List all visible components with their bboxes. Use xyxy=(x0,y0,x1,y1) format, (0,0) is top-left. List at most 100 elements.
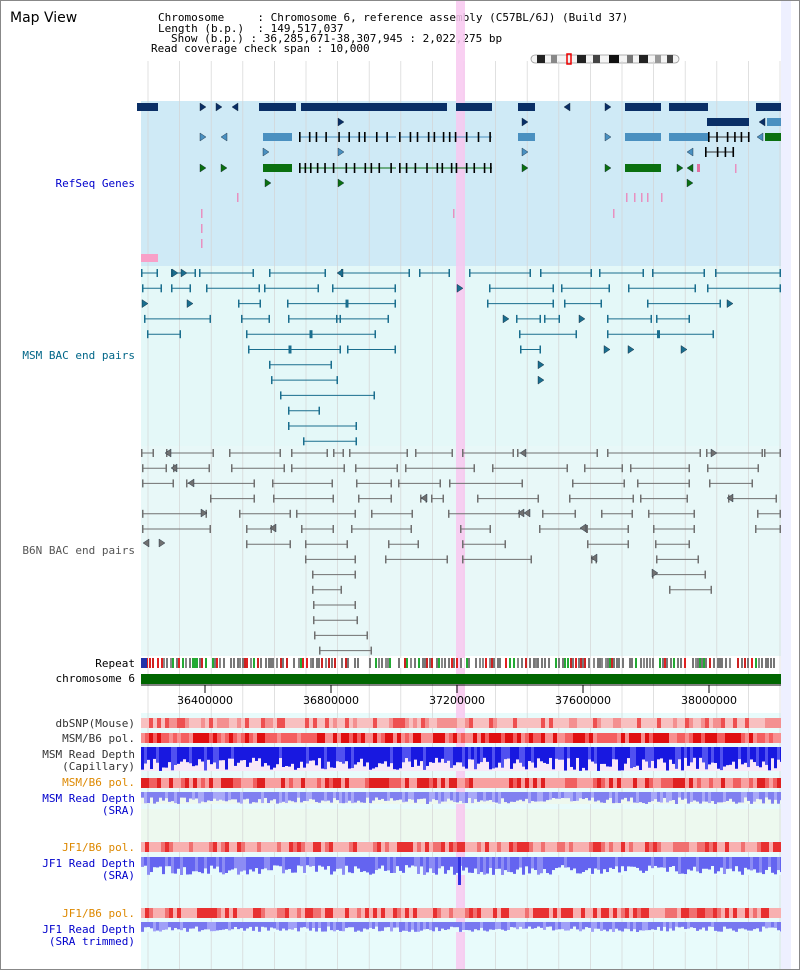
depth-bar xyxy=(711,922,714,927)
depth-bar xyxy=(375,857,378,871)
depth-bar xyxy=(420,747,423,762)
depth-bar xyxy=(525,922,528,929)
depth-bar xyxy=(606,857,609,873)
depth-bar xyxy=(285,857,288,870)
density-bin xyxy=(421,778,425,788)
density-bin xyxy=(661,733,665,743)
gene-exon xyxy=(716,147,719,157)
depth-bar xyxy=(450,922,453,927)
depth-bar xyxy=(759,922,762,932)
depth-bar xyxy=(600,857,603,874)
depth-bar xyxy=(147,792,150,804)
density-bin xyxy=(501,778,505,788)
density-bin xyxy=(489,908,493,918)
density-bin xyxy=(681,778,685,788)
density-bin xyxy=(769,842,773,852)
density-bin xyxy=(721,733,725,743)
depth-bar xyxy=(444,857,447,874)
track-label-refseq[interactable]: RefSeq Genes xyxy=(55,177,135,190)
depth-bar xyxy=(306,922,309,929)
depth-bar xyxy=(753,792,756,802)
end-pair-start xyxy=(142,284,144,293)
end-pair-start xyxy=(520,345,522,354)
repeat-segment xyxy=(453,658,455,668)
end-pair-end xyxy=(575,330,577,339)
track-label-msm-b6-pol[interactable]: MSM/B6 pol. xyxy=(62,732,135,745)
density-bin xyxy=(273,908,277,918)
chromosome-ideogram[interactable] xyxy=(529,53,683,65)
density-bin xyxy=(193,778,197,788)
depth-bar xyxy=(171,747,174,771)
depth-bar xyxy=(204,747,207,771)
density-bin xyxy=(313,908,317,918)
density-bin xyxy=(417,908,421,918)
end-pair-end xyxy=(529,269,531,277)
depth-bar xyxy=(666,747,669,771)
end-pair-end xyxy=(160,284,162,293)
depth-bar xyxy=(729,857,732,869)
gene-arrow xyxy=(220,132,228,142)
depth-bar xyxy=(201,922,204,931)
track-label-dbsnp[interactable]: dbSNP(Mouse) xyxy=(55,717,135,730)
end-pair-start xyxy=(303,437,305,446)
gene-exon xyxy=(308,132,311,142)
density-bin xyxy=(509,842,513,852)
density-bin xyxy=(737,718,741,728)
depth-bar xyxy=(402,747,405,763)
depth-bar xyxy=(168,792,171,802)
track-label-jf1-depth-trimmed[interactable]: JF1 Read Depth xyxy=(42,923,135,936)
end-pair-start xyxy=(336,314,338,323)
track-label-repeat: Repeat xyxy=(95,657,135,670)
depth-bar xyxy=(360,792,363,803)
depth-bar xyxy=(405,747,408,759)
density-bin xyxy=(457,778,461,788)
end-pair-end xyxy=(394,284,396,293)
track-label-jf1-b6-pol[interactable]: JF1/B6 pol. xyxy=(62,841,135,854)
density-bin xyxy=(153,778,157,788)
depth-bar xyxy=(474,857,477,869)
gene-tick xyxy=(735,164,737,173)
depth-bar xyxy=(657,747,660,760)
repeat-segment xyxy=(509,658,511,668)
depth-bar xyxy=(702,922,705,928)
depth-bar xyxy=(657,792,660,802)
density-bin xyxy=(497,908,501,918)
end-pair-start xyxy=(561,284,563,293)
depth-bar xyxy=(501,792,504,799)
gene-exon xyxy=(364,132,366,142)
repeat-segment xyxy=(381,658,383,668)
depth-bar xyxy=(738,857,741,872)
depth-bar xyxy=(519,792,522,800)
density-bin xyxy=(697,778,701,788)
track-label-msm-depth-sra[interactable]: MSM Read Depth xyxy=(42,792,135,805)
density-bin xyxy=(241,908,245,918)
depth-bar xyxy=(189,857,192,875)
end-pair-start xyxy=(637,479,639,488)
track-label-jf1-b6-pol-2[interactable]: JF1/B6 pol. xyxy=(62,907,135,920)
depth-bar xyxy=(681,792,684,800)
depth-bar xyxy=(249,922,252,927)
repeat-segment xyxy=(272,658,274,668)
density-bin xyxy=(293,778,297,788)
depth-bar xyxy=(636,792,639,803)
depth-bar xyxy=(486,792,489,801)
track-label-msm-bac[interactable]: MSM BAC end pairs xyxy=(22,349,135,362)
density-bin xyxy=(609,778,613,788)
span-row: Read coverage check span : 10,000 xyxy=(151,42,370,55)
density-bin xyxy=(777,908,781,918)
track-label-b6n-bac[interactable]: B6N BAC end pairs xyxy=(22,544,135,557)
depth-bar xyxy=(447,792,450,799)
depth-bar xyxy=(168,857,171,867)
depth-bar xyxy=(174,792,177,804)
density-bin xyxy=(401,842,405,852)
track-label-jf1-depth-sra[interactable]: JF1 Read Depth xyxy=(42,857,135,870)
track-label-msm-b6-pol-2[interactable]: MSM/B6 pol. xyxy=(62,776,135,789)
density-bin xyxy=(665,842,669,852)
repeat-segment xyxy=(544,658,546,668)
depth-bar xyxy=(555,747,558,759)
density-bin xyxy=(201,718,205,728)
track-label-msm-depth-capillary[interactable]: MSM Read Depth xyxy=(42,748,135,761)
density-bin xyxy=(229,778,233,788)
depth-bar xyxy=(558,747,561,760)
